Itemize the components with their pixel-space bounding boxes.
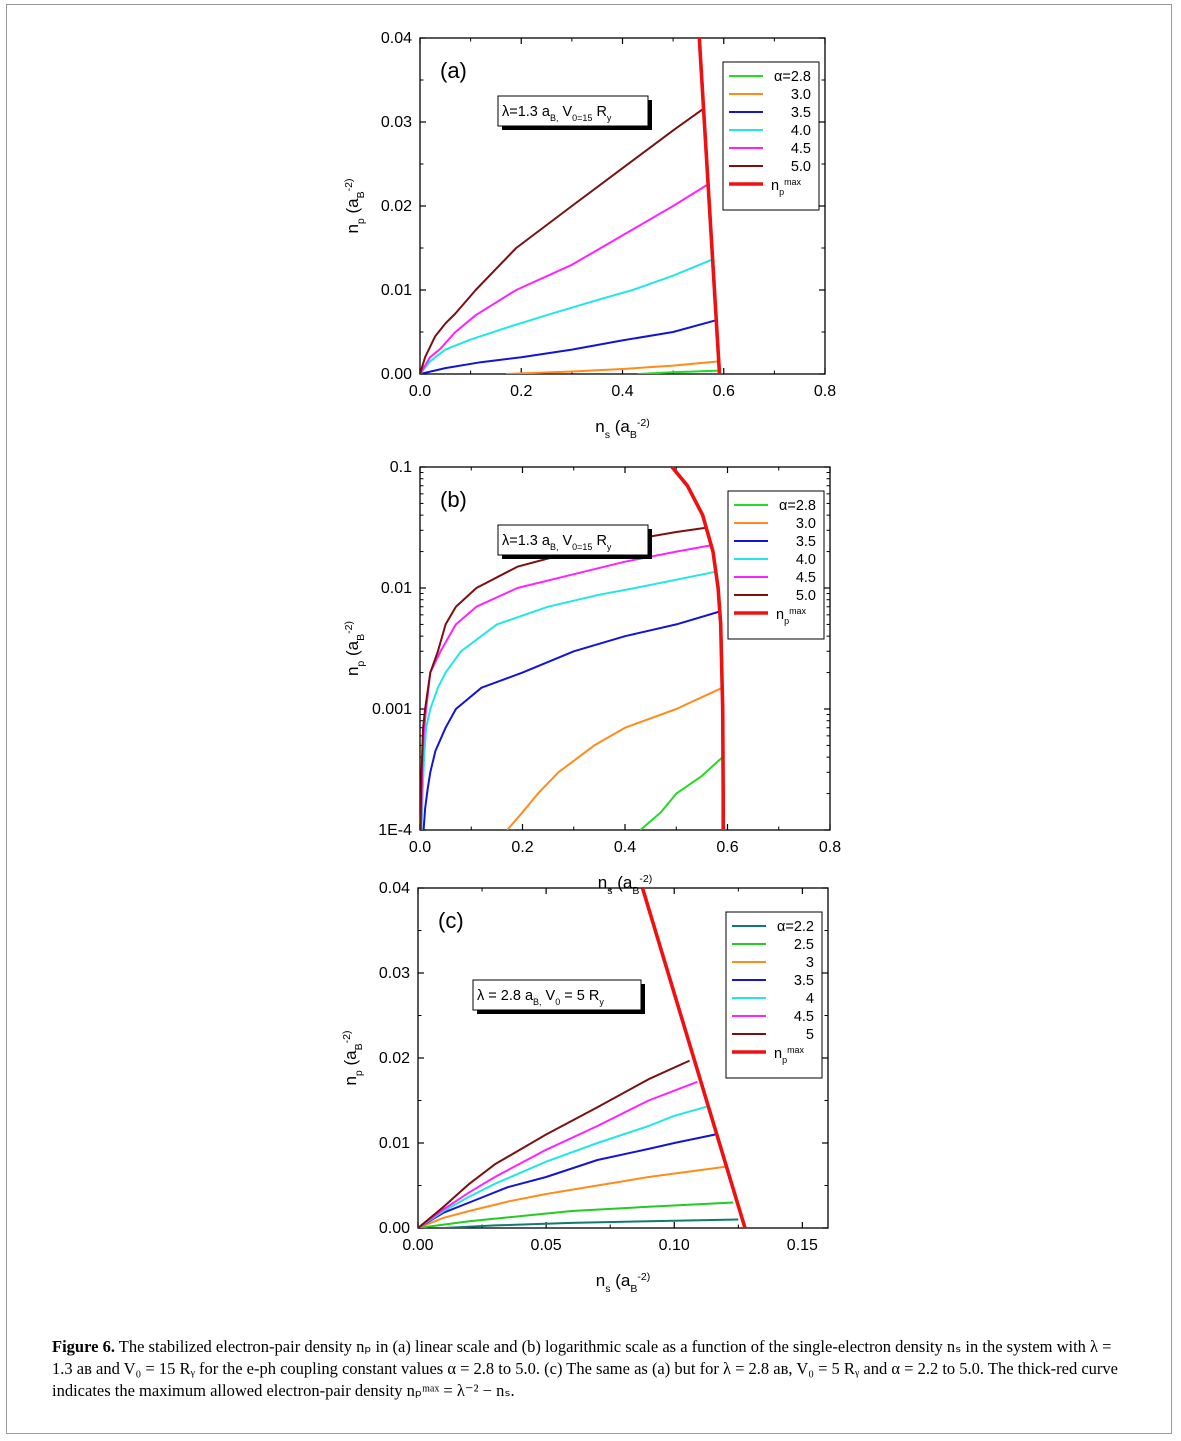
x-tick-label: 0.00 [402,1237,433,1254]
legend-label: 3.5 [794,973,814,989]
legend-label: 3.5 [796,534,816,550]
annotation-box [472,979,642,1011]
legend-label: npmax [771,177,802,197]
legend-label: 5 [806,1027,814,1043]
series-line-5.0 [418,1059,691,1228]
y-tick-label: 0.03 [381,114,412,131]
annotation-text: λ=1.3 aB, V0=15 Ry [502,533,612,552]
y-axis-label: np (aB-2) [341,1030,365,1085]
y-tick-label: 0.01 [379,1135,410,1152]
series-line-4.5 [420,544,711,830]
x-tick-label: 0.15 [787,1237,818,1254]
series-line-3.5 [420,319,717,374]
caption-label: Figure 6. [52,1337,115,1356]
y-tick-label: 0.01 [381,580,412,597]
series-line-npmax [670,467,726,830]
x-tick-label: 0.8 [814,383,836,400]
series-line-3.5 [418,1133,716,1228]
series-line-5.0 [420,108,704,374]
series-line-2.5 [418,1201,734,1228]
y-tick-label: 1E-4 [378,822,412,839]
series-line-4.0 [418,1105,708,1228]
series-line-npmax [697,38,722,374]
series-group [420,467,726,830]
series-line-3.5 [422,610,721,830]
series-group [420,38,722,374]
panel-label: (c) [438,908,464,933]
legend-label: npmax [774,1045,805,1065]
legend-label: α=2.8 [774,69,811,85]
legend-label: 4.5 [796,570,816,586]
legend-label: npmax [776,606,807,626]
series-line-2.8 [637,369,719,374]
x-axis-label: ns (aB-2) [595,417,649,441]
y-tick-label: 0.02 [381,198,412,215]
legend-label: 2.5 [794,937,814,953]
panel-label: (a) [440,58,467,83]
series-line-5.0 [420,526,707,830]
annotation-box [497,524,649,556]
figure-caption: Figure 6. The stabilized electron-pair d… [52,1336,1132,1402]
annotation-text: λ=1.3 aB, V0=15 Ry [502,104,612,123]
y-tick-label: 0.001 [372,701,412,718]
x-tick-label: 0.4 [611,383,633,400]
series-line-4.0 [420,570,716,830]
chart-panel-a: 0.0 0.2 0.4 0.6 0.8 0.00 0.01 0.02 0.03 0.04 (a) λ=… [343,30,836,441]
legend-label: 4.0 [796,552,816,568]
series-line-4.5 [418,1080,698,1228]
x-tick-label: 0.8 [819,839,841,856]
series-line-2.8 [639,756,724,830]
series-line-2.2 [443,1218,739,1228]
series-line-4.5 [420,184,708,374]
x-tick-label: 0.05 [531,1237,562,1254]
x-tick-label: 0.6 [713,383,735,400]
legend-label: 3.0 [791,87,811,103]
y-tick-label: 0.00 [379,1220,410,1237]
series-line-3.0 [506,360,719,374]
y-axis-label: np (aB-2) [343,178,367,233]
x-tick-label: 0.0 [409,383,431,400]
legend-label: α=2.2 [777,919,814,935]
x-tick-label: 0.2 [510,383,532,400]
legend-label: 3.0 [796,516,816,532]
annotation-box [497,95,649,127]
y-tick-label: 0.01 [381,282,412,299]
legend-label: 3.5 [791,105,811,121]
annotation-text: λ = 2.8 aB, V0 = 5 Ry [477,988,604,1007]
chart-panel-b: 0.0 0.2 0.4 0.6 0.8 1E-4 0.001 0.01 0.1 (b) λ=1.3 … [343,459,841,897]
panel-label: (b) [440,487,467,512]
series-group [418,888,747,1228]
series-line-3.0 [506,686,723,830]
x-tick-label: 0.6 [716,839,738,856]
series-line-npmax [640,888,747,1228]
legend-label: α=2.8 [779,498,816,514]
y-tick-label: 0.1 [390,459,412,476]
figure-frame [6,4,1172,1434]
legend-label: 5.0 [796,588,816,604]
caption-text: The stabilized electron-pair density nₚ … [52,1337,1118,1400]
y-tick-label: 0.04 [381,30,412,47]
y-tick-label: 0.00 [381,366,412,383]
y-tick-label: 0.04 [379,880,410,897]
x-tick-label: 0.10 [659,1237,690,1254]
x-tick-label: 0.4 [614,839,636,856]
series-line-4.0 [420,258,712,374]
legend-label: 5.0 [791,159,811,175]
legend-label: 4.5 [791,141,811,157]
y-tick-label: 0.02 [379,1050,410,1067]
legend-label: 3 [806,955,814,971]
x-axis-label: ns (aB-2) [596,1271,650,1295]
y-axis-label: np (aB-2) [343,621,367,676]
x-tick-label: 0.0 [409,839,431,856]
legend-label: 4.5 [794,1009,814,1025]
series-line-3.0 [418,1165,726,1228]
legend-label: 4.0 [791,123,811,139]
legend-label: 4 [806,991,814,1007]
chart-panel-c: 0.00 0.05 0.10 0.15 0.00 0.01 0.02 0.03 0.04 (c) λ… [341,880,829,1295]
x-tick-label: 0.2 [511,839,533,856]
y-tick-label: 0.03 [379,965,410,982]
